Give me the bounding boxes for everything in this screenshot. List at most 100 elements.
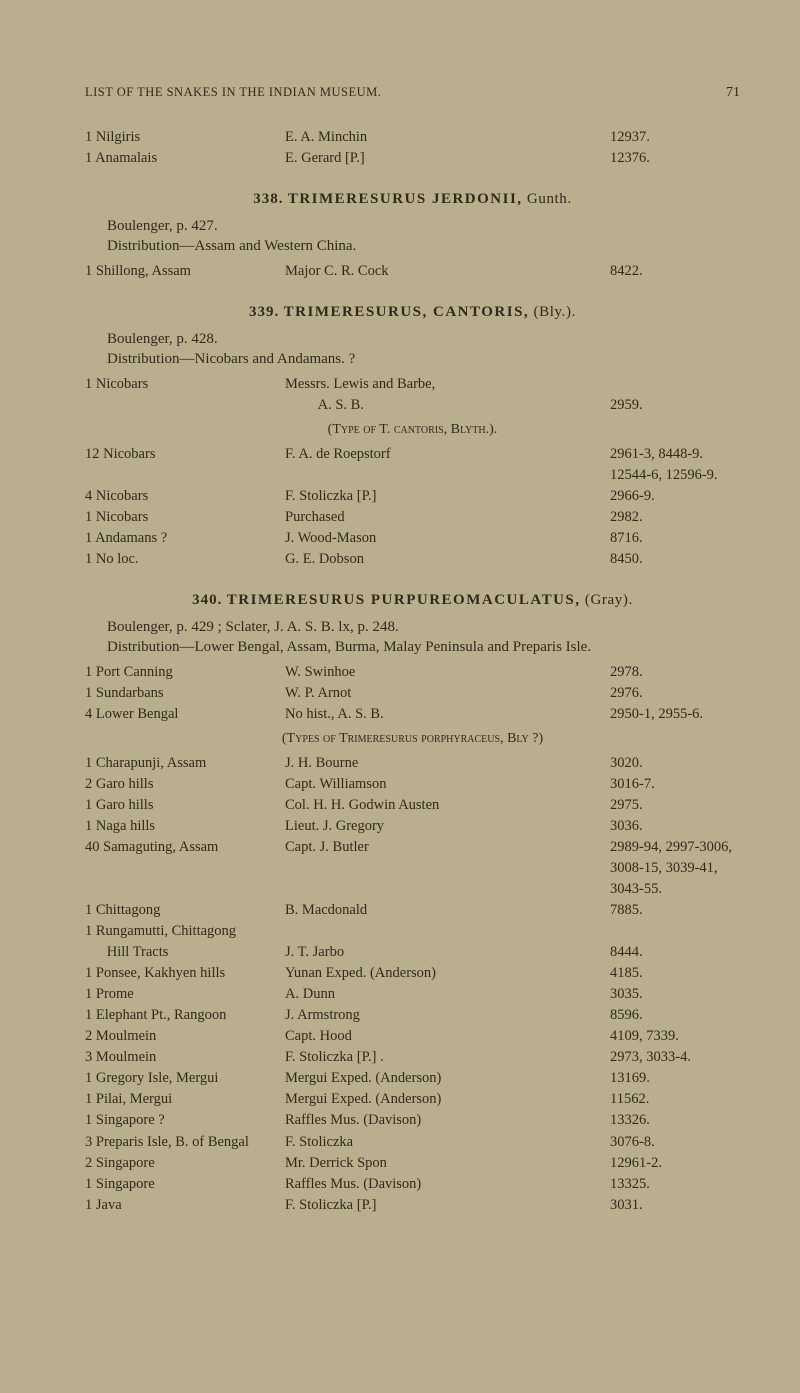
- table-row: 40 Samaguting, AssamCapt. J. Butler2989-…: [85, 837, 740, 858]
- col-collector: Capt. Hood: [285, 1026, 610, 1047]
- section-number: 338.: [253, 191, 283, 207]
- col-collector: J. Armstrong: [285, 1005, 610, 1026]
- table-row: 1 Elephant Pt., RangoonJ. Armstrong8596.: [85, 1005, 740, 1026]
- section-authority: Gunth.: [527, 191, 572, 207]
- table-row: 1 Anamalais E. Gerard [P.] 12376.: [85, 148, 740, 169]
- col-register: 8716.: [610, 528, 740, 549]
- table-row: 1 JavaF. Stoliczka [P.]3031.: [85, 1195, 740, 1216]
- col-collector: Capt. J. Butler: [285, 837, 610, 858]
- table-row: 1 Rungamutti, Chittagong: [85, 921, 740, 942]
- col-count-locality: Hill Tracts: [85, 942, 285, 963]
- table-row: 1 Gregory Isle, MerguiMergui Exped. (And…: [85, 1068, 740, 1089]
- table-row: 2 SingaporeMr. Derrick Spon12961-2.: [85, 1153, 740, 1174]
- section-heading-338: 338. TRIMERESURUS JERDONII, Gunth.: [85, 191, 740, 208]
- col-register: 2959.: [610, 395, 740, 416]
- table-row: 1 Ponsee, Kakhyen hillsYunan Exped. (And…: [85, 963, 740, 984]
- col-register: 4185.: [610, 963, 740, 984]
- col-count-locality: [85, 879, 285, 900]
- col-count-locality: 1 Nilgiris: [85, 127, 285, 148]
- col-register: 2976.: [610, 683, 740, 704]
- col-count-locality: 1 Sundarbans: [85, 683, 285, 704]
- col-count-locality: [85, 395, 285, 416]
- col-register: [610, 921, 740, 942]
- type-note: (Types of Trimeresurus porphyraceus, Bly…: [85, 731, 740, 747]
- col-collector: E. Gerard [P.]: [285, 148, 610, 169]
- table-row: 2 Garo hillsCapt. Williamson3016-7.: [85, 774, 740, 795]
- col-count-locality: 3 Preparis Isle, B. of Bengal: [85, 1132, 285, 1153]
- body-line: Boulenger, p. 427.: [85, 218, 740, 235]
- col-count-locality: 3 Moulmein: [85, 1047, 285, 1068]
- col-count-locality: 1 Naga hills: [85, 816, 285, 837]
- col-collector: Purchased: [285, 507, 610, 528]
- table-row: 4 Lower Bengal No hist., A. S. B. 2950-1…: [85, 704, 740, 725]
- col-register: 2973, 3033-4.: [610, 1047, 740, 1068]
- table-row: 12 Nicobars F. A. de Roepstorf 2961-3, 8…: [85, 444, 740, 465]
- col-collector: F. Stoliczka [P.] .: [285, 1047, 610, 1068]
- col-register: 12961-2.: [610, 1153, 740, 1174]
- section-authority: (Bly.).: [534, 304, 576, 320]
- col-register: 2966-9.: [610, 486, 740, 507]
- col-count-locality: 1 Nicobars: [85, 507, 285, 528]
- col-collector: E. A. Minchin: [285, 127, 610, 148]
- table-row: 3 MoulmeinF. Stoliczka [P.] .2973, 3033-…: [85, 1047, 740, 1068]
- col-collector: [285, 465, 610, 486]
- col-register: [610, 374, 740, 395]
- section-authority: (Gray).: [585, 592, 633, 608]
- table-row: 1 Charapunji, AssamJ. H. Bourne3020.: [85, 753, 740, 774]
- col-count-locality: 1 Singapore: [85, 1174, 285, 1195]
- table-row: 1 Singapore ?Raffles Mus. (Davison)13326…: [85, 1110, 740, 1131]
- col-count-locality: 1 Ponsee, Kakhyen hills: [85, 963, 285, 984]
- col-collector: F. Stoliczka: [285, 1132, 610, 1153]
- col-collector: J. Wood-Mason: [285, 528, 610, 549]
- table-row: 3 Preparis Isle, B. of BengalF. Stoliczk…: [85, 1132, 740, 1153]
- table-row: 1 Naga hillsLieut. J. Gregory3036.: [85, 816, 740, 837]
- col-register: 13325.: [610, 1174, 740, 1195]
- col-count-locality: 1 Elephant Pt., Rangoon: [85, 1005, 285, 1026]
- col-count-locality: 1 Singapore ?: [85, 1110, 285, 1131]
- col-register: 8450.: [610, 549, 740, 570]
- table-row: 1 Andamans ? J. Wood-Mason 8716.: [85, 528, 740, 549]
- col-count-locality: 12 Nicobars: [85, 444, 285, 465]
- col-collector: B. Macdonald: [285, 900, 610, 921]
- col-count-locality: 2 Garo hills: [85, 774, 285, 795]
- col-collector: W. P. Arnot: [285, 683, 610, 704]
- table-row: 1 Nilgiris E. A. Minchin 12937.: [85, 127, 740, 148]
- col-register: 13169.: [610, 1068, 740, 1089]
- type-note: (Type of T. cantoris, Blyth.).: [85, 422, 740, 438]
- section-number: 340.: [192, 592, 222, 608]
- col-register: 8596.: [610, 1005, 740, 1026]
- table-row: 1 Nicobars Messrs. Lewis and Barbe,: [85, 374, 740, 395]
- pre-section-rows: 1 Nilgiris E. A. Minchin 12937. 1 Anamal…: [85, 127, 740, 169]
- col-register: 3008-15, 3039-41,: [610, 858, 740, 879]
- table-row: 1 Sundarbans W. P. Arnot 2976.: [85, 683, 740, 704]
- col-collector: Mergui Exped. (Anderson): [285, 1089, 610, 1110]
- table-row: 4 Nicobars F. Stoliczka [P.] 2966-9.: [85, 486, 740, 507]
- col-collector: Raffles Mus. (Davison): [285, 1110, 610, 1131]
- col-register: 2982.: [610, 507, 740, 528]
- col-collector: J. T. Jarbo: [285, 942, 610, 963]
- col-collector: Lieut. J. Gregory: [285, 816, 610, 837]
- running-header-title: LIST OF THE SNAKES IN THE INDIAN MUSEUM.: [85, 85, 381, 101]
- col-collector: G. E. Dobson: [285, 549, 610, 570]
- section-340-rows-1: 1 Port Canning W. Swinhoe 2978. 1 Sundar…: [85, 662, 740, 725]
- table-row: 1 SingaporeRaffles Mus. (Davison)13325.: [85, 1174, 740, 1195]
- col-register: 3076-8.: [610, 1132, 740, 1153]
- section-species: TRIMERESURUS JERDONII,: [288, 191, 523, 207]
- col-count-locality: 1 Nicobars: [85, 374, 285, 395]
- col-register: 3031.: [610, 1195, 740, 1216]
- col-count-locality: 2 Singapore: [85, 1153, 285, 1174]
- table-row: 3008-15, 3039-41,: [85, 858, 740, 879]
- col-collector: Yunan Exped. (Anderson): [285, 963, 610, 984]
- table-row: 2 MoulmeinCapt. Hood4109, 7339.: [85, 1026, 740, 1047]
- col-count-locality: 1 Charapunji, Assam: [85, 753, 285, 774]
- body-line: Boulenger, p. 429 ; Sclater, J. A. S. B.…: [85, 619, 740, 636]
- col-count-locality: 1 Chittagong: [85, 900, 285, 921]
- section-339-rows-2: 12 Nicobars F. A. de Roepstorf 2961-3, 8…: [85, 444, 740, 570]
- col-register: 8422.: [610, 261, 740, 282]
- col-collector: Messrs. Lewis and Barbe,: [285, 374, 610, 395]
- col-register: 3036.: [610, 816, 740, 837]
- section-heading-339: 339. TRIMERESURUS, CANTORIS, (Bly.).: [85, 304, 740, 321]
- col-collector: Mr. Derrick Spon: [285, 1153, 610, 1174]
- body-line: Boulenger, p. 428.: [85, 331, 740, 348]
- col-collector: W. Swinhoe: [285, 662, 610, 683]
